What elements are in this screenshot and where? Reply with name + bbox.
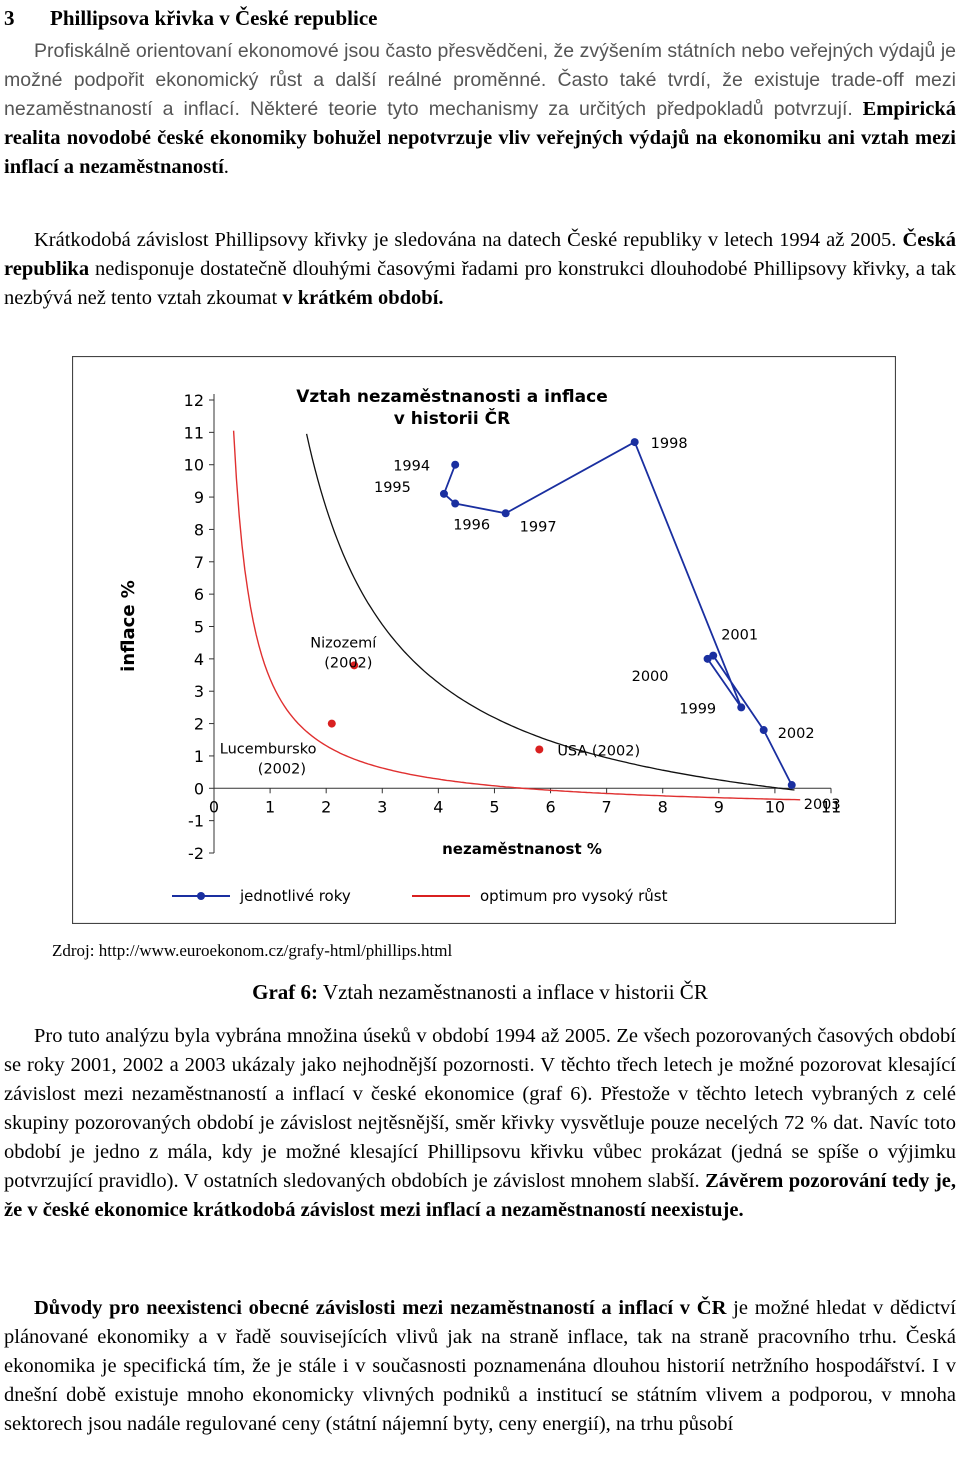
country-point-label-year: (2002)	[324, 655, 372, 671]
year-point-label: 1994	[393, 459, 430, 475]
paragraph-reasons: Důvody pro neexistenci obecné závislosti…	[4, 1294, 956, 1439]
year-point-label: 1999	[679, 701, 716, 717]
x-tick-label: 9	[714, 797, 724, 816]
legend-year-marker	[197, 892, 205, 900]
figure-source: Zdroj: http://www.euroekonom.cz/grafy-ht…	[52, 941, 453, 960]
y-tick-label: 3	[194, 682, 204, 701]
y-tick-label: 10	[184, 456, 204, 475]
year-point	[451, 460, 460, 469]
country-point	[350, 661, 359, 670]
x-tick-label: 10	[765, 797, 785, 816]
country-point-label: Nizozemí	[310, 635, 377, 651]
x-tick-label: 0	[209, 797, 219, 816]
year-series-line	[442, 440, 793, 786]
x-tick-label: 11	[821, 797, 841, 816]
section-title: Phillipsova křivka v České republice	[50, 6, 378, 30]
year-point	[787, 781, 796, 790]
year-point-label: 2001	[721, 628, 758, 644]
chart-title-line1: Vztah nezaměstnanosti a inflace	[296, 387, 608, 407]
y-tick-label: 4	[194, 650, 204, 669]
y-tick-label: 12	[184, 391, 204, 410]
year-point-label: 1998	[651, 436, 688, 452]
year-point-label: 1995	[374, 480, 411, 496]
phillips-curve-red	[232, 430, 801, 801]
x-tick-label: 3	[377, 797, 387, 816]
paragraph-reasons-bold: Důvody pro neexistenci obecné závislosti…	[34, 1297, 727, 1319]
y-tick-label: 0	[194, 779, 204, 798]
phillips-chart-figure: -2 -1 0 1 2 3 4 5 6 7 8 9 10 11 12 0 1 2 3 4 5 6 7 8 9 10 11 1994 1…	[71, 355, 897, 925]
x-tick-label: 7	[602, 797, 612, 816]
paragraph-short-term-text1: Krátkodobá závislost Phillipsovy křivky …	[34, 229, 903, 251]
year-point	[709, 651, 718, 660]
paragraph-short-term-bold1: Česká republika	[4, 229, 956, 280]
x-tick-label: 1	[265, 797, 275, 816]
x-tick-label: 2	[321, 797, 331, 816]
year-point	[439, 489, 448, 498]
y-axis-label: inflace %	[118, 580, 139, 672]
y-tick-label: 8	[194, 520, 204, 539]
year-point	[451, 499, 460, 508]
country-point	[535, 745, 544, 754]
year-point	[501, 509, 510, 518]
chart-title-line2: v historii ČR	[394, 407, 510, 429]
x-tick-label: 6	[545, 797, 555, 816]
year-point	[759, 726, 768, 735]
country-point-label-year: (2002)	[258, 762, 306, 778]
y-tick-label: 6	[194, 585, 204, 604]
country-point	[327, 719, 336, 728]
year-point	[630, 438, 639, 447]
year-point-label: 1997	[520, 519, 557, 535]
paragraph-intro-text: Profiskálně orientovaní ekonomové jsou č…	[4, 40, 956, 120]
paragraph-analysis-bold: Závěrem pozorování tedy je, že v české e…	[4, 1170, 956, 1221]
paragraph-short-term-bold2: v krátkém období.	[282, 287, 444, 309]
paragraph-short-term: Krátkodobá závislost Phillipsovy křivky …	[4, 226, 956, 313]
legend-optimum-label: optimum pro vysoký růst	[480, 887, 668, 905]
y-tick-label: 7	[194, 553, 204, 572]
year-point-label: 2003	[804, 797, 841, 813]
paragraph-intro: Profiskálně orientovaní ekonomové jsou č…	[4, 37, 956, 182]
y-tick-label: -2	[188, 844, 204, 863]
y-tick-label: 5	[194, 618, 204, 637]
chart-frame	[71, 355, 897, 925]
y-tick-label: 2	[194, 715, 204, 734]
x-axis-label: nezaměstnanost %	[442, 840, 602, 858]
paragraph-short-term-text2: nedisponuje dostatečně dlouhými časovými…	[4, 258, 956, 309]
figure-caption-text: Vztah nezaměstnanosti a inflace v histor…	[318, 980, 708, 1004]
section-number: 3	[4, 6, 15, 30]
paragraph-analysis: Pro tuto analýzu byla vybrána množina ús…	[4, 1022, 956, 1225]
year-point-label: 2000	[632, 669, 669, 685]
legend-year-label: jednotlivé roky	[239, 887, 351, 905]
section-heading: 3 Phillipsova křivka v České republice	[4, 6, 377, 31]
figure-caption-label: Graf 6:	[252, 980, 319, 1004]
x-tick-label: 4	[433, 797, 443, 816]
year-point-label: 1996	[453, 518, 490, 534]
x-tick-label: 5	[489, 797, 499, 816]
phillips-curve-black	[305, 433, 795, 791]
paragraph-intro-bold: Empirická realita novodobé české ekonomi…	[4, 98, 957, 178]
paragraph-analysis-text: Pro tuto analýzu byla vybrána množina ús…	[4, 1025, 956, 1192]
y-tick-label: 11	[184, 423, 204, 442]
y-tick-label: -1	[188, 812, 204, 831]
country-point-label: Lucembursko	[220, 742, 317, 758]
year-point-label: 2002	[778, 726, 815, 742]
y-tick-label: 9	[194, 488, 204, 507]
country-point-label: USA (2002)	[557, 743, 640, 759]
x-tick-label: 8	[658, 797, 668, 816]
year-point	[737, 703, 746, 712]
paragraph-reasons-text: je možné hledat v dědictví plánované eko…	[4, 1297, 957, 1435]
figure-caption: Graf 6: Vztah nezaměstnanosti a inflace …	[0, 980, 960, 1005]
y-tick-label: 1	[194, 747, 204, 766]
paragraph-intro-end: .	[223, 156, 229, 178]
